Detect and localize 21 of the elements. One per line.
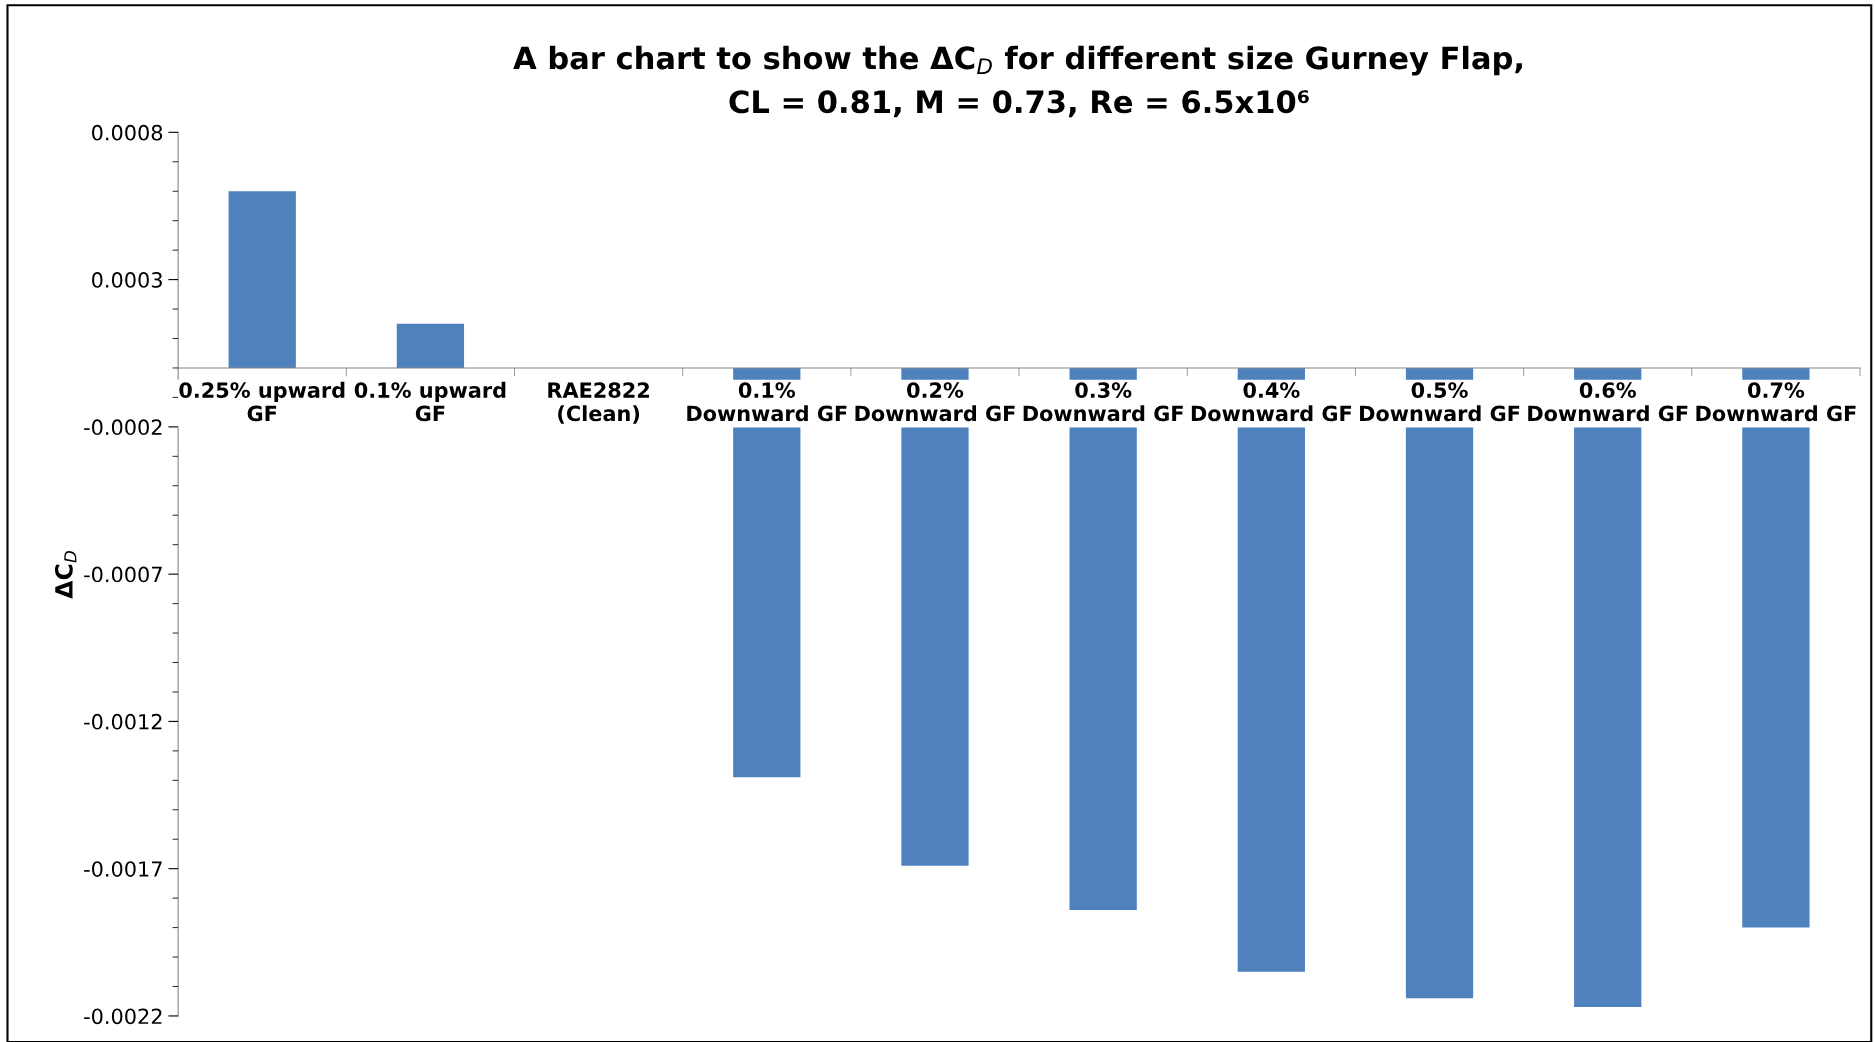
x-tick-label: 0.5% Downward GF: [1360, 382, 1520, 422]
y-tick-label: -0.0022: [84, 1008, 162, 1025]
x-tick-label: 0.1% upward GF: [354, 381, 506, 422]
x-tick-label: 0.4% Downward GF: [1191, 382, 1351, 422]
x-tick-label: 0.3% Downward GF: [1023, 382, 1183, 422]
chart-title: A bar chart to show the ΔC$_{D}$ for different size Gurney Flap, CL = 0.81, M = 0.73, Re = 6.5x10⁶: [513, 45, 1522, 118]
x-tick-label: RAE2822 (Clean): [548, 382, 649, 424]
bar: [396, 323, 465, 368]
y-tick-label: -0.0017: [84, 861, 162, 877]
x-tick-label: 0.6% Downward GF: [1528, 382, 1688, 422]
x-tick-label: 0.25% upward GF: [179, 381, 345, 422]
y-tick-label: 0.0008: [92, 124, 163, 141]
x-tick-label: 0.7% Downward GF: [1696, 382, 1856, 422]
y-tick-label: 0.0003: [92, 272, 162, 288]
y-tick-label: -0.0002: [84, 419, 162, 436]
y-axis-title: ΔC$_{D}$: [54, 551, 77, 599]
y-tick-label: -0.0012: [84, 713, 162, 730]
y-tick-label: -0.0007: [84, 566, 162, 583]
bar: [228, 191, 296, 368]
x-tick-label: 0.2% Downward GF: [855, 382, 1015, 422]
x-tick-label: 0.1% Downward GF: [687, 382, 847, 422]
